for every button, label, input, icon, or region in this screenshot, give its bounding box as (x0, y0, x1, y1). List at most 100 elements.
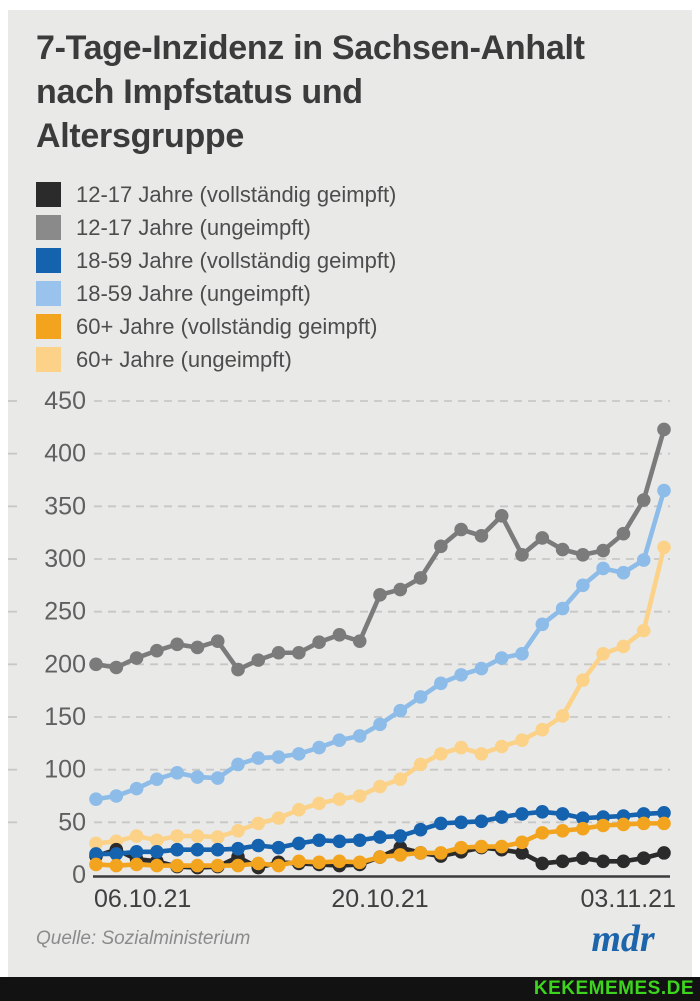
series-point (292, 802, 306, 817)
series-point (332, 834, 347, 849)
series-point (210, 842, 225, 857)
mdr-logo: mdr (591, 918, 656, 960)
series-point (129, 651, 144, 665)
y-axis-tick-label: 200 (44, 650, 86, 678)
legend-label: 18-59 Jahre (vollständig geimpft) (76, 247, 397, 273)
series-point (150, 643, 164, 658)
series-point (271, 645, 286, 660)
legend-label: 18-59 Jahre (ungeimpft) (76, 280, 311, 306)
series-point (454, 740, 468, 755)
incidence-line-chart: 0 50 100 150 200 250 300 350 400 450 06.10.21 20.10… (8, 387, 676, 913)
series-point (657, 540, 671, 555)
series-point (515, 647, 529, 661)
series-point (393, 703, 408, 718)
series-point (636, 816, 651, 831)
x-axis-tick-label: 06.10.21 (94, 885, 191, 913)
series-point (271, 858, 286, 873)
series-point (616, 639, 631, 654)
series-point (231, 841, 245, 856)
series-point (373, 779, 387, 794)
series-point (535, 722, 550, 737)
legend-item: 18-59 Jahre (vollständig geimpft) (36, 244, 396, 277)
series-point (292, 854, 306, 869)
mdr-logo-text: mdr (591, 918, 656, 960)
series-point (636, 493, 651, 507)
series-point (535, 826, 550, 840)
series-point (596, 543, 610, 558)
series-point (555, 807, 570, 821)
y-axis-tick-label: 250 (44, 598, 86, 626)
series-point (150, 845, 164, 859)
series-point (393, 848, 408, 862)
series-point (109, 789, 124, 803)
series-point (535, 856, 550, 871)
series-point (434, 846, 448, 860)
series-point (413, 690, 428, 704)
series-point (616, 565, 631, 580)
series-point (271, 750, 286, 764)
series-point (109, 660, 124, 675)
y-axis-tick-label: 100 (44, 756, 86, 784)
series-point (555, 709, 570, 723)
legend: 12-17 Jahre (vollständig geimpft) 12-17 J… (36, 178, 396, 376)
series-point (129, 829, 144, 843)
series-point (636, 851, 651, 865)
series-point (292, 747, 306, 761)
series-point (373, 850, 387, 864)
series-point (170, 842, 184, 857)
series-point (312, 855, 326, 870)
watermark-text: KEKEMEMES.DE (533, 978, 694, 999)
series-point (515, 807, 529, 821)
series-point (170, 829, 184, 843)
series-point (251, 751, 266, 765)
series-point (373, 717, 387, 732)
series-point (210, 858, 225, 873)
series-point (616, 817, 631, 832)
series-point (170, 637, 184, 652)
series-point (616, 526, 631, 541)
legend-swatch (36, 215, 61, 240)
series-point (636, 807, 651, 821)
page-title: 7-Tage-Inzidenz in Sachsen-Anhalt nach Im… (36, 26, 666, 158)
series-point (494, 509, 509, 523)
series-point (332, 733, 347, 747)
series-point (413, 846, 428, 860)
series-point (434, 747, 448, 761)
legend-label: 60+ Jahre (vollständig geimpft) (76, 313, 378, 339)
series-point (312, 833, 326, 848)
series-point (555, 542, 570, 557)
source-note: Quelle: Sozialministerium (36, 928, 251, 949)
series-point (494, 839, 509, 854)
legend-item: 60+ Jahre (ungeimpft) (36, 343, 396, 376)
series-point (494, 651, 509, 665)
series-point (251, 856, 266, 871)
series-point (596, 818, 610, 833)
series-point (393, 772, 408, 786)
series-point (190, 640, 205, 655)
series-point (576, 547, 590, 562)
series-point (474, 529, 489, 543)
series-point (251, 653, 266, 667)
series-point (129, 845, 144, 859)
series-point (332, 792, 347, 806)
series-point (89, 836, 103, 851)
series-point (231, 757, 245, 772)
series-point (535, 617, 550, 632)
series-point (129, 857, 144, 872)
series-point (170, 766, 184, 780)
series-point (555, 601, 570, 616)
series-point (636, 623, 651, 638)
page-title-line: nach Impfstatus und (36, 73, 363, 111)
series-point (231, 662, 245, 677)
y-axis-tick-label: 300 (44, 545, 86, 573)
series-point (352, 729, 367, 743)
series-point (129, 781, 144, 796)
series-point (413, 822, 428, 837)
series-point (434, 816, 448, 831)
y-axis-tick-label: 150 (44, 703, 86, 731)
series-point (89, 847, 103, 861)
y-axis-tick-label: 0 (72, 861, 86, 889)
watermark-bar: KEKEMEMES.DE (0, 977, 700, 1001)
series-point (596, 561, 610, 576)
legend-swatch (36, 281, 61, 306)
